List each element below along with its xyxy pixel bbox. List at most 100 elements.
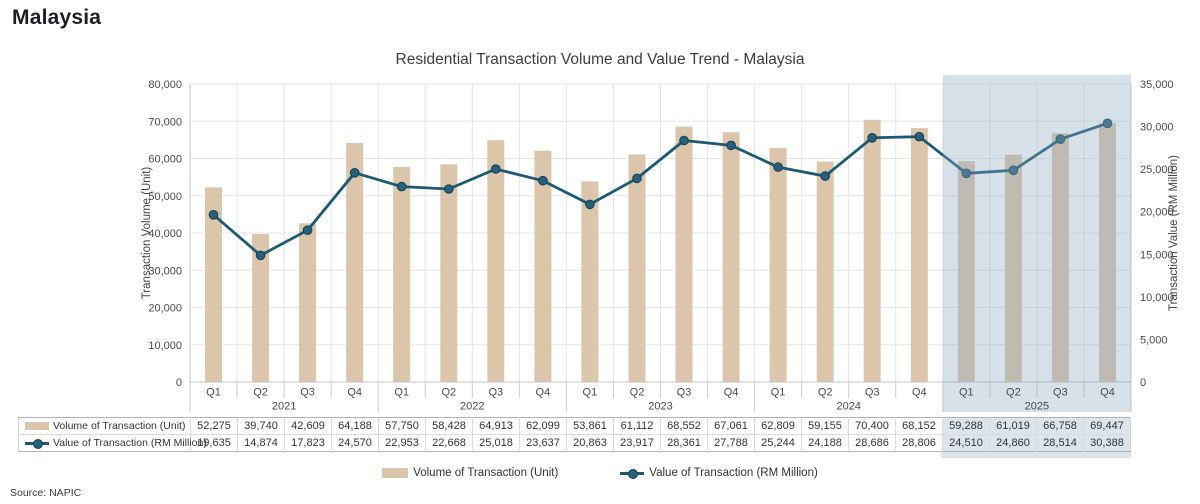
chart-legend: Volume of Transaction (Unit) Value of Tra… [0,463,1200,483]
svg-text:Q3: Q3 [865,387,880,399]
svg-text:Q1: Q1 [394,387,409,399]
table-cell: 27,788 [707,434,755,452]
forecast-highlight-tail [941,452,1131,458]
svg-text:0: 0 [176,377,182,389]
table-cell: 25,018 [472,434,520,452]
svg-text:Q1: Q1 [583,387,598,399]
table-cell: 58,428 [425,417,473,435]
table-cell: 66,758 [1036,417,1084,435]
table-cell: 69,447 [1083,417,1131,435]
table-row: Value of Transaction (RM Million) 19,635 1… [18,434,1131,452]
svg-text:Q1: Q1 [959,387,974,399]
chart-title: Residential Transaction Volume and Value… [395,51,805,68]
table-cell: 28,361 [660,434,708,452]
svg-text:Q2: Q2 [1006,387,1021,399]
svg-text:30,000: 30,000 [1140,122,1174,134]
table-cell: 28,514 [1036,434,1084,452]
svg-text:30,000: 30,000 [148,265,182,277]
table-cell: 22,953 [378,434,426,452]
svg-text:Q3: Q3 [1053,387,1068,399]
row-label: Value of Transaction (RM Million) [19,435,207,452]
table-cell: 64,913 [472,417,520,435]
data-table: Volume of Transaction (Unit) 52,275 39,740… [18,417,1131,452]
table-cell: 22,668 [425,434,473,452]
svg-text:Q1: Q1 [771,387,786,399]
svg-text:Q4: Q4 [347,387,362,399]
svg-text:Q3: Q3 [488,387,503,399]
svg-text:60,000: 60,000 [148,154,182,166]
svg-text:2021: 2021 [272,401,296,413]
table-cell: 62,099 [519,417,567,435]
table-cell: 42,609 [284,417,332,435]
svg-text:20,000: 20,000 [1140,207,1174,219]
table-cell: 70,400 [848,417,896,435]
svg-text:Q4: Q4 [724,387,739,399]
table-cell: 53,861 [566,417,614,435]
table-cell: 39,740 [237,417,285,435]
table-cell: 68,552 [660,417,708,435]
table-cell: 24,570 [331,434,379,452]
table-cell: 61,112 [613,417,661,435]
svg-text:50,000: 50,000 [148,191,182,203]
svg-text:Q4: Q4 [1100,387,1115,399]
table-cell: 68,152 [895,417,943,435]
table-cell: 28,806 [895,434,943,452]
svg-text:Q2: Q2 [818,387,833,399]
table-cell: 23,917 [613,434,661,452]
axis-lines [189,84,1132,412]
right-axis-title: Transaction Value (RM Million) [1168,155,1180,311]
table-cell: 24,860 [989,434,1037,452]
page-title: Malaysia [12,6,102,29]
table-cell: 52,275 [190,417,238,435]
svg-text:5,000: 5,000 [1140,334,1168,346]
table-cell: 25,244 [754,434,802,452]
svg-text:20,000: 20,000 [148,303,182,315]
svg-text:Q2: Q2 [441,387,456,399]
volume-swatch-icon [25,422,49,430]
svg-text:2025: 2025 [1025,401,1049,413]
table-cell: 24,510 [942,434,990,452]
y-axis-right: 0 5,000 10,000 15,000 20,000 25,000 30,000 35,0… [1140,79,1174,389]
legend-item: Volume of Transaction (Unit) [382,467,558,479]
svg-text:10,000: 10,000 [148,340,182,352]
row-label: Volume of Transaction (Unit) [19,418,191,435]
svg-text:Q2: Q2 [630,387,645,399]
x-axis: Q1 Q2 Q3 Q4 Q1 Q2 Q3 Q4 Q1 Q2 Q3 Q4 Q1 Q2 Q3 Q4 Q1 Q2 Q3 Q4… [206,387,1115,413]
svg-text:Q4: Q4 [912,387,927,399]
table-cell: 61,019 [989,417,1037,435]
table-row: Volume of Transaction (Unit) 52,275 39,740… [19,417,1131,435]
table-cell: 14,874 [237,434,285,452]
table-cell: 30,388 [1083,434,1131,452]
svg-text:35,000: 35,000 [1140,79,1174,91]
volume-bars [205,119,1116,383]
source-note: Source: NAPIC [10,487,82,499]
legend-item: Value of Transaction (RM Million) [620,467,818,479]
svg-text:40,000: 40,000 [148,228,182,240]
table-cell: 20,863 [566,434,614,452]
volume-swatch-icon [382,468,409,478]
svg-text:Q3: Q3 [300,387,315,399]
table-cell: 28,686 [848,434,896,452]
y-axis-left: 0 10,000 20,000 30,000 40,000 50,000 60,000 70,… [148,79,182,389]
svg-text:Q2: Q2 [253,387,268,399]
table-cell: 57,750 [378,417,426,435]
svg-text:Q4: Q4 [536,387,551,399]
svg-text:0: 0 [1140,377,1146,389]
svg-text:70,000: 70,000 [148,116,182,128]
value-line [208,118,1113,261]
forecast-highlight [942,75,1131,412]
svg-text:Q1: Q1 [206,387,221,399]
left-axis-title: Transaction Volume (Unit) [141,167,153,300]
table-cell: 24,188 [801,434,849,452]
svg-text:25,000: 25,000 [1140,164,1174,176]
svg-text:15,000: 15,000 [1140,249,1174,261]
svg-text:80,000: 80,000 [148,79,182,91]
svg-text:2023: 2023 [648,401,672,413]
table-cell: 67,061 [707,417,755,435]
table-cell: 23,637 [519,434,567,452]
table-cell: 62,809 [754,417,802,435]
table-cell: 59,288 [942,417,990,435]
table-cell: 64,188 [331,417,379,435]
